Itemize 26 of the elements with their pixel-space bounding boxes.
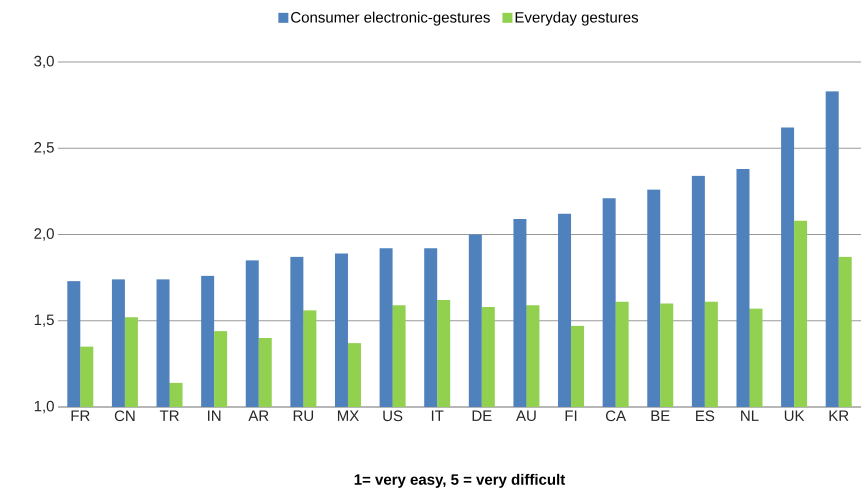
- x-tick-label: KR: [830, 410, 848, 421]
- x-tick-label: NL: [741, 410, 759, 421]
- x-tick-label: TR: [160, 410, 179, 421]
- y-tick-label: 1,5: [34, 314, 54, 327]
- x-tick-label: IN: [208, 410, 220, 421]
- x-tick-label: AU: [516, 410, 536, 421]
- x-tick-label: US: [383, 410, 402, 422]
- y-tick-label: 2,5: [34, 142, 54, 154]
- x-axis-title: 1= very easy, 5 = very difficult: [354, 474, 566, 488]
- x-tick-label: IT: [432, 410, 444, 421]
- legend-label: Consumer electronic-gestures: [291, 12, 490, 26]
- x-tick-label: RU: [294, 410, 314, 421]
- x-tick-label: CA: [606, 410, 626, 422]
- x-tick-label: FI: [566, 410, 576, 421]
- legend-label: Everyday gestures: [516, 12, 638, 26]
- x-tick-label: UK: [784, 410, 804, 421]
- x-tick-label: ES: [696, 410, 714, 422]
- y-tick-label: 1,0: [34, 400, 54, 414]
- y-tick-label: 3,0: [34, 56, 54, 68]
- y-tick-label: 2,0: [34, 228, 54, 241]
- x-tick-label: FR: [72, 410, 90, 421]
- x-tick-label: AR: [248, 410, 268, 421]
- x-tick-label: CN: [114, 410, 135, 422]
- x-tick-label: DE: [472, 410, 492, 421]
- x-tick-label: BE: [651, 410, 670, 421]
- x-tick-label: MX: [338, 410, 359, 421]
